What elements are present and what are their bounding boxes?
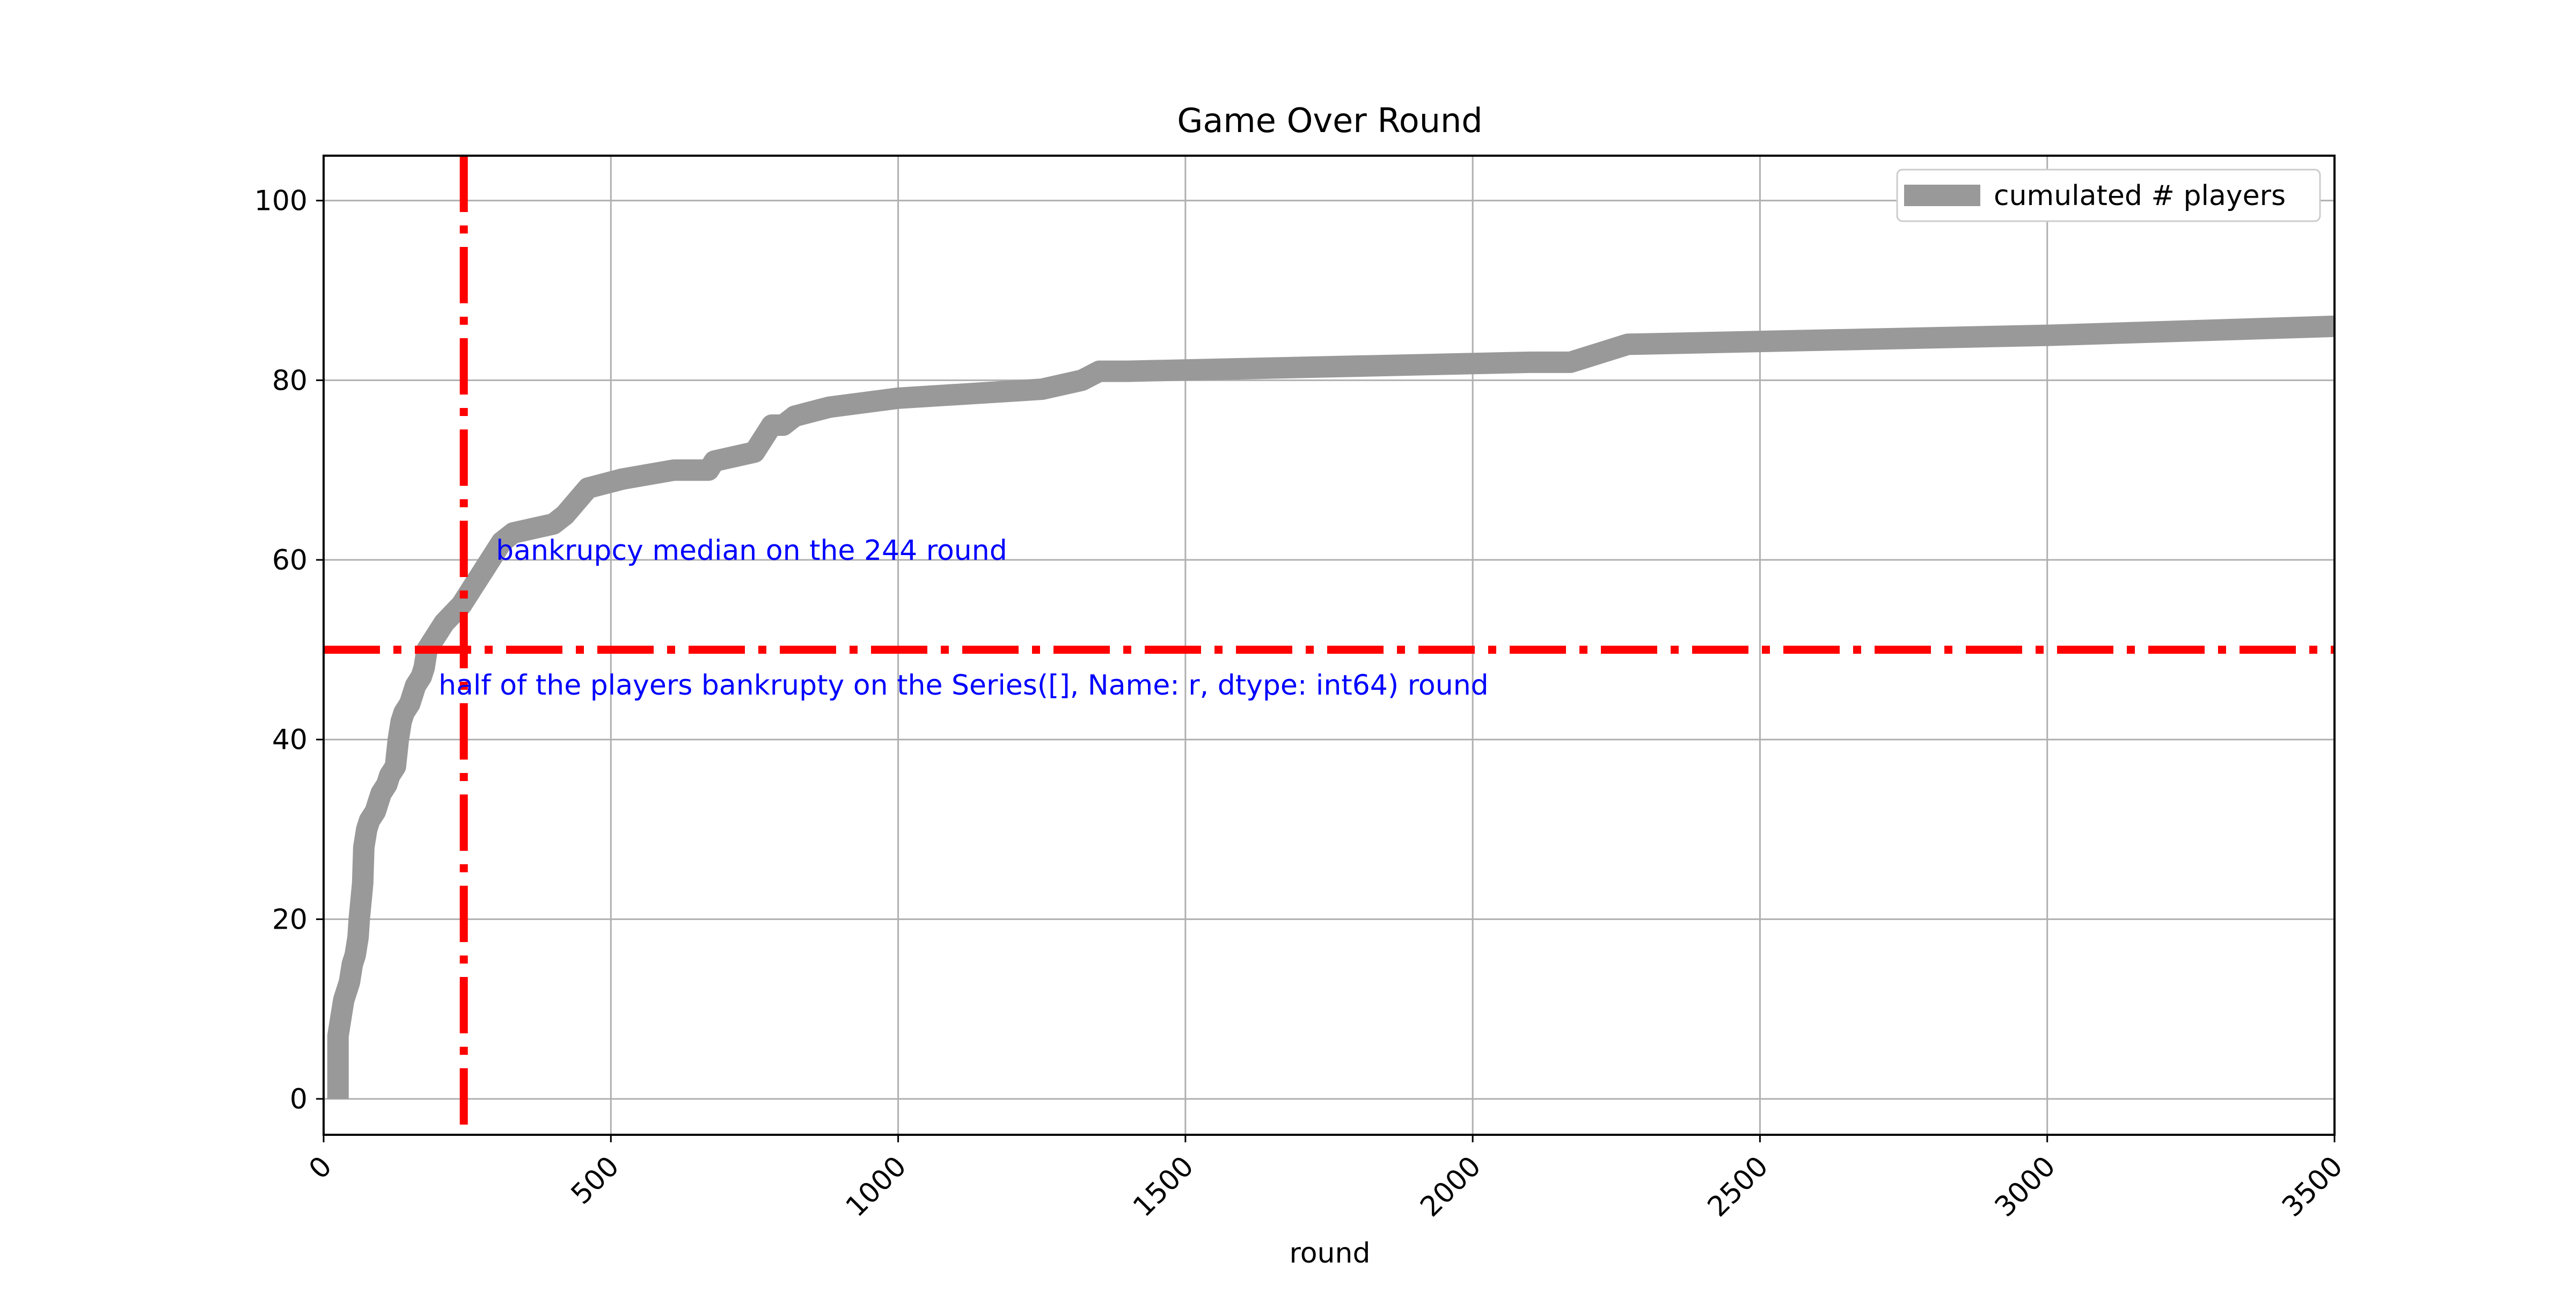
plot-frame [323,155,2336,1136]
annotations: bankrupcy median on the 244 round half of… [438,535,1489,702]
series-line [327,315,2334,1099]
reference-lines [324,156,2334,1135]
y-tick-label: 0 [290,1083,308,1115]
legend: cumulated # players [1896,169,2321,222]
legend-label: cumulated # players [1994,180,2286,212]
y-tick-label: 20 [272,903,308,936]
series-layer [327,315,2334,1099]
y-tick-label: 40 [272,724,308,756]
x-axis-label: round [1290,1237,1371,1270]
y-tick-label: 80 [272,364,308,397]
legend-frame [1896,169,2321,222]
median-annotation: bankrupcy median on the 244 round [496,535,1007,567]
chart-title: Game Over Round [1177,101,1482,140]
y-tick-label: 60 [272,544,308,577]
y-tick-label: 100 [254,185,308,217]
half-annotation: half of the players bankrupty on the Ser… [438,669,1489,702]
